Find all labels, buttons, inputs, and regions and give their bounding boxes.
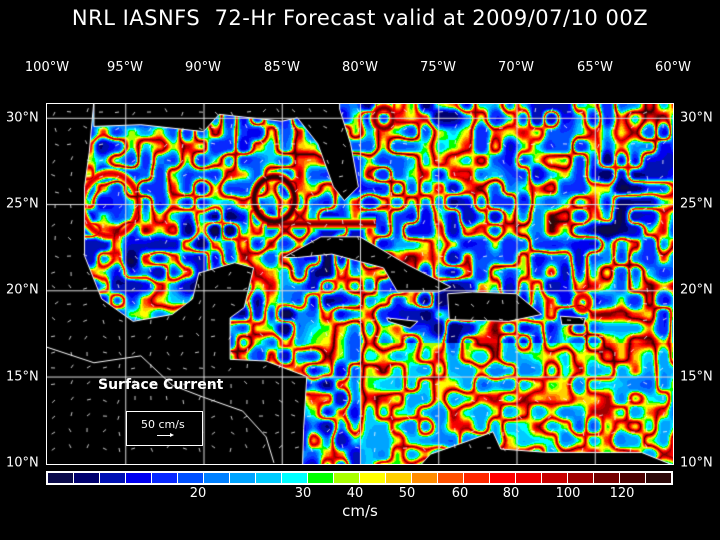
lat-label: 30°N [680, 110, 713, 126]
colorbar-swatch [308, 473, 333, 483]
lat-label: 20°N [6, 282, 39, 298]
lat-label: 10°N [680, 455, 713, 471]
colorbar-swatch [516, 473, 541, 483]
legend-title: Surface Current [98, 377, 224, 393]
colorbar-swatch [178, 473, 203, 483]
vector-scale-legend: 50 cm/s [126, 411, 203, 446]
colorbar-tick: 60 [451, 486, 469, 501]
colorbar-swatch [334, 473, 359, 483]
colorbar-tick: 20 [189, 486, 207, 501]
colorbar-swatch [48, 473, 73, 483]
colorbar-tick: 120 [609, 486, 635, 501]
lon-label: 70°W [498, 60, 534, 75]
colorbar-swatch [230, 473, 255, 483]
colorbar-swatch [282, 473, 307, 483]
lat-label: 15°N [680, 369, 713, 385]
colorbar-swatch [152, 473, 177, 483]
lon-label: 75°W [420, 60, 456, 75]
vector-scale-label: 50 cm/s [141, 418, 185, 431]
colorbar-swatch [74, 473, 99, 483]
colorbar-swatch [620, 473, 645, 483]
colorbar-swatch [568, 473, 593, 483]
current-speed-map [47, 104, 673, 464]
colorbar-tick: 30 [294, 486, 312, 501]
lat-label: 25°N [680, 196, 713, 212]
colorbar-swatch [386, 473, 411, 483]
colorbar-swatch [464, 473, 489, 483]
colorbar-swatch [490, 473, 515, 483]
colorbar-swatch [360, 473, 385, 483]
lat-label: 30°N [6, 110, 39, 126]
colorbar [46, 471, 673, 485]
colorbar-swatch [204, 473, 229, 483]
colorbar-swatch [256, 473, 281, 483]
map-title: NRL IASNFS 72-Hr Forecast valid at 2009/… [71, 6, 649, 30]
colorbar-swatch [646, 473, 671, 483]
lat-label: 25°N [6, 196, 39, 212]
colorbar-tick: 40 [346, 486, 364, 501]
lon-label: 90°W [185, 60, 221, 75]
colorbar-tick: 80 [502, 486, 520, 501]
colorbar-swatch [542, 473, 567, 483]
lon-label: 85°W [264, 60, 300, 75]
lon-label: 60°W [655, 60, 691, 75]
vector-arrow-icon [157, 433, 174, 437]
lat-label: 10°N [6, 455, 39, 471]
lat-label: 15°N [6, 369, 39, 385]
lon-label: 65°W [577, 60, 613, 75]
lon-label: 100°W [24, 60, 70, 75]
colorbar-swatch [438, 473, 463, 483]
colorbar-unit: cm/s [342, 502, 378, 520]
colorbar-swatch [412, 473, 437, 483]
colorbar-swatch [594, 473, 619, 483]
colorbar-swatch [100, 473, 125, 483]
colorbar-swatch [126, 473, 151, 483]
colorbar-tick: 100 [555, 486, 581, 501]
colorbar-tick: 50 [398, 486, 416, 501]
lat-label: 20°N [680, 282, 713, 298]
lon-label: 80°W [342, 60, 378, 75]
lon-label: 95°W [107, 60, 143, 75]
